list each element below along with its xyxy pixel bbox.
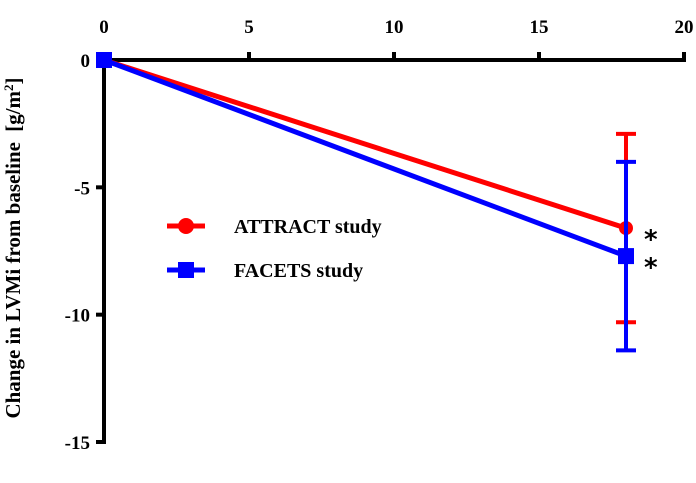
- y-axis-unit-end: ]: [1, 77, 25, 84]
- y-tick-label: 0: [81, 51, 91, 72]
- legend-marker-attract: [178, 218, 194, 234]
- x-tick-label: 20: [675, 17, 694, 38]
- significance-star-facets: *: [644, 253, 658, 283]
- y-axis-unit-base: [g/m: [1, 90, 25, 131]
- legend: ATTRACT study FACETS study: [167, 216, 382, 282]
- legend-label-facets: FACETS study: [234, 260, 363, 282]
- series-attract: *: [97, 53, 658, 325]
- x-tick-label: 5: [244, 17, 254, 38]
- ticks: 0 5 10 15 20 0 -5 -10 -15: [65, 17, 694, 454]
- data-point-facets: [618, 248, 634, 265]
- series-line-attract: [103, 57, 627, 231]
- y-tick-label: -15: [65, 433, 90, 454]
- y-axis-label: Change in LVMi from baseline [g/m2]: [1, 77, 26, 418]
- data-point-facets: [96, 52, 112, 68]
- series-line-facets: [103, 57, 627, 259]
- x-tick-label: 0: [99, 17, 109, 38]
- y-tick-label: -10: [65, 306, 90, 327]
- axes: [102, 58, 686, 444]
- series-layer: **: [96, 52, 658, 353]
- y-axis-label-text: Change in LVMi from baseline: [1, 142, 25, 419]
- significance-star-attract: *: [644, 225, 658, 255]
- legend-marker-facets: [178, 262, 194, 278]
- series-facets: *: [96, 52, 658, 353]
- x-tick-label: 15: [530, 17, 549, 38]
- x-tick-label: 10: [385, 17, 404, 38]
- y-axis-unit-sup: 2: [1, 84, 16, 91]
- y-tick-label: -5: [74, 178, 90, 199]
- legend-label-attract: ATTRACT study: [234, 216, 382, 238]
- legend-item-attract: ATTRACT study: [167, 216, 382, 238]
- legend-item-facets: FACETS study: [167, 260, 363, 282]
